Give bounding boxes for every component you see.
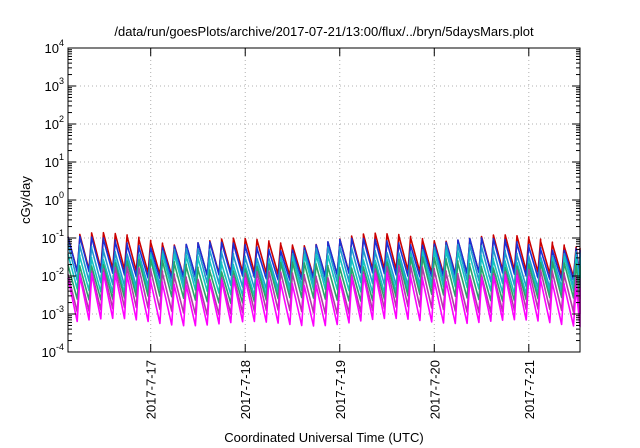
y-tick-exponent: 4	[59, 38, 64, 48]
y-tick-base: 10	[45, 155, 59, 170]
y-tick-exponent: -4	[56, 342, 64, 352]
y-tick-exponent: 0	[59, 190, 64, 200]
y-tick-exponent: 2	[59, 114, 64, 124]
y-tick-label: 103	[45, 76, 64, 94]
y-tick-exponent: -1	[56, 228, 64, 238]
y-tick-label: 10-4	[42, 342, 64, 360]
y-tick-label: 102	[45, 114, 64, 132]
y-tick-label: 10-3	[42, 304, 64, 322]
y-tick-base: 10	[42, 345, 56, 360]
y-tick-base: 10	[45, 117, 59, 132]
x-tick-label: 2017-7-19	[333, 360, 348, 419]
y-tick-base: 10	[42, 231, 56, 246]
y-tick-exponent: -2	[56, 266, 64, 276]
x-tick-label: 2017-7-18	[238, 360, 253, 419]
y-tick-label: 10-1	[42, 228, 64, 246]
ticks	[68, 47, 580, 353]
y-tick-label: 104	[45, 38, 64, 56]
y-tick-base: 10	[45, 41, 59, 56]
x-tick-label: 2017-7-17	[144, 360, 159, 419]
y-tick-exponent: 1	[59, 152, 64, 162]
y-tick-base: 10	[42, 307, 56, 322]
y-tick-base: 10	[45, 79, 59, 94]
x-tick-labels: 2017-7-17 2017-7-18 2017-7-19 2017-7-20 2017…	[144, 360, 537, 419]
chart-title: /data/run/goesPlots/archive/2017-07-21/1…	[114, 24, 534, 39]
y-tick-label: 10-2	[42, 266, 64, 284]
y-tick-label: 101	[45, 152, 64, 170]
series-line	[67, 272, 581, 328]
y-tick-base: 10	[45, 193, 59, 208]
y-tick-exponent: -3	[56, 304, 64, 314]
x-tick-label: 2017-7-20	[427, 360, 442, 419]
y-axis-label: cGy/day	[18, 176, 33, 224]
x-tick-label: 2017-7-21	[522, 360, 537, 419]
y-tick-exponent: 3	[59, 76, 64, 86]
x-axis-label: Coordinated Universal Time (UTC)	[224, 430, 423, 445]
series-layer	[67, 231, 581, 328]
y-tick-base: 10	[42, 269, 56, 284]
y-tick-label: 100	[45, 190, 64, 208]
